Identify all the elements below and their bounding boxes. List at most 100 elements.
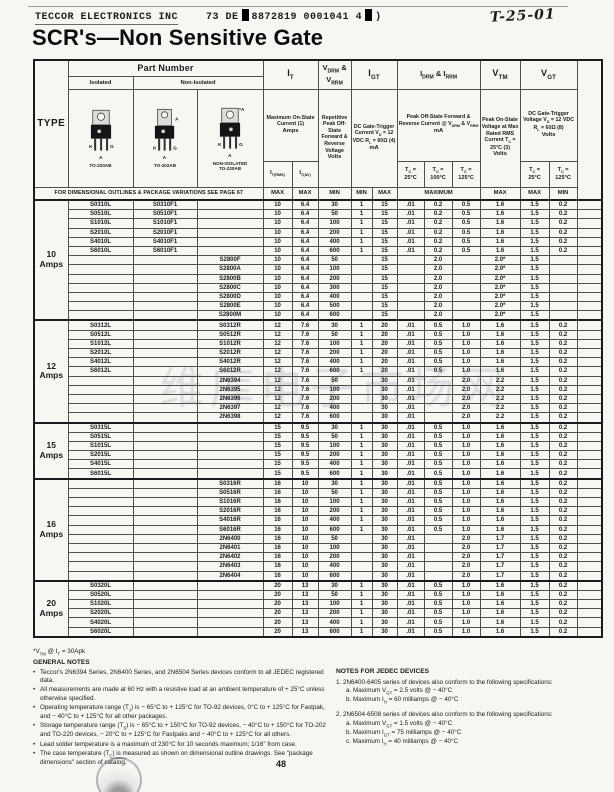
spec-value-cell: 1 (350, 236, 373, 247)
table-row: S6016R 16 10 600 1 30.01 0.5 1.0 1.6 1.5 0.2 (34, 524, 603, 535)
spec-value-cell: .01 (396, 552, 425, 563)
doc-code-left: 73 DE (206, 12, 239, 23)
spec-value-cell: 16 (262, 552, 293, 563)
minmax-vgt-max: MAX (519, 186, 550, 201)
empty-cell (576, 329, 603, 340)
spec-value-cell: 2.0 (451, 375, 481, 386)
spec-value-cell: 0.2 (548, 227, 578, 238)
spec-value-cell: 16 (262, 506, 293, 517)
spec-value-cell: 0.2 (548, 477, 578, 489)
spec-value-cell: 1 (350, 608, 373, 619)
spec-value-cell: .01 (396, 209, 425, 220)
empty-cell (576, 570, 603, 582)
spec-value-cell: 30 (317, 579, 352, 591)
part-number-cell: 2N6404 (196, 570, 264, 582)
spec-value-cell: 1 (350, 599, 373, 610)
spec-value-cell: 15 (262, 468, 293, 480)
spec-value-cell: 0.2 (548, 384, 578, 395)
spec-value-cell (396, 255, 425, 266)
spec-value-cell: 1.5 (519, 282, 550, 293)
spec-value-cell: 1.5 (519, 524, 550, 535)
spec-value-cell: 50 (317, 431, 352, 442)
spec-value-cell (396, 291, 425, 303)
empty-cell (576, 338, 603, 350)
spec-value-cell: 0.2 (548, 412, 578, 423)
spec-value-cell: 100 (317, 542, 352, 554)
spec-value-cell: .01 (396, 366, 425, 377)
subcol-vgt-tc25: TC = 25°C (519, 160, 550, 188)
spec-value-cell: 500 (317, 301, 352, 312)
spec-value-cell: .01 (396, 329, 425, 340)
spec-value-cell: 15 (371, 245, 398, 257)
spec-value-cell: 6.4 (291, 209, 319, 220)
vgt-unit: Volts (541, 132, 556, 139)
spec-value-cell (451, 310, 481, 321)
spec-value-cell: 1.5 (519, 477, 550, 489)
empty-cell (576, 282, 603, 293)
spec-value-cell: 1.6 (479, 347, 521, 359)
table-row: S0520L 20 13 50 1 30.01 0.5 1.0 1.6 1.5 0.2 (34, 589, 603, 601)
spec-value-cell: 0.2 (548, 626, 578, 638)
part-number-cell (132, 506, 198, 517)
table-row: S2012L S2012R 12 7.6 200 1 20.01 0.5 1.0 1.6 1.5 0.… (34, 347, 603, 359)
spec-value-cell: 1.5 (519, 412, 550, 423)
spec-value-cell: 2.2 (479, 375, 521, 386)
part-number-cell (196, 236, 264, 247)
spec-value-cell: 1.6 (479, 515, 521, 526)
spec-value-cell: 0.2 (423, 199, 453, 211)
jedec-note-line: b. Maximum IH = 60 milliamps @ − 40°C (346, 696, 459, 705)
part-number-cell (132, 487, 198, 499)
spec-value-cell: 0.2 (548, 357, 578, 368)
spec-value-cell: 30 (371, 393, 398, 405)
spec-value-cell: 10 (262, 310, 293, 321)
part-number-cell (132, 617, 198, 628)
spec-value-cell: 1.5 (519, 245, 550, 257)
jedec-note-line: 1. 2N6400-6405 series of devices also co… (336, 678, 553, 686)
part-number-cell (67, 524, 134, 535)
spec-value-cell: 0.2 (548, 366, 578, 377)
spec-value-cell: 1.5 (519, 301, 550, 312)
spec-value-cell: 2.0 (451, 570, 481, 582)
svg-text:K: K (218, 141, 222, 146)
spec-value-cell: 2.0* (479, 282, 521, 293)
part-number-cell (132, 319, 198, 331)
part-number-cell (67, 255, 134, 266)
spec-value-cell (451, 264, 481, 275)
spec-value-cell: 0.5 (423, 329, 453, 340)
spec-value-cell: 0.5 (423, 524, 453, 535)
part-number-cell: S2010F1 (132, 227, 198, 238)
spec-value-cell: 13 (291, 599, 319, 610)
spec-value-cell: 2.0 (451, 552, 481, 563)
spec-value-cell: 1.6 (479, 199, 521, 211)
part-number-cell: S0515L (67, 431, 134, 442)
part-number-cell (196, 626, 264, 638)
table-row: S0510L S0510F1 10 6.4 50 1 15.01 0.2 0.5 1.6 1.5 0.… (34, 209, 603, 220)
part-number-cell: 2N6400 (196, 533, 264, 544)
idrm-unit: mA (433, 128, 444, 135)
spec-value-cell: .01 (396, 375, 425, 386)
empty-cell (576, 617, 603, 628)
vdrm-description-cell: Repetitive Peak Off-State Forward & Reve… (317, 88, 352, 188)
part-number-cell (67, 403, 134, 414)
spec-value-cell: 300 (317, 282, 352, 293)
spec-table-body: 10 Amps S0310L S0310F1 10 6.4 30 1 15.01 0.2 0.5 1.… (33, 198, 603, 638)
spec-value-cell: 10 (291, 506, 319, 517)
spec-value-cell: 2.0 (423, 255, 453, 266)
table-row: 12 Amps S0312L S0312R 12 7.6 30 1 20.01 0.5 1.0 1.6… (33, 319, 603, 424)
empty-cell (576, 384, 603, 395)
spec-value-cell (451, 291, 481, 303)
spec-value-cell: .01 (396, 599, 425, 610)
spec-value-cell (423, 375, 453, 386)
part-number-cell: S6020L (67, 626, 134, 638)
spec-value-cell: 1.0 (451, 579, 481, 591)
spec-value-cell: 1.5 (519, 319, 550, 331)
spec-value-cell: 0.5 (451, 227, 481, 238)
spec-value-cell (396, 282, 425, 293)
spec-value-cell: 10 (291, 515, 319, 526)
spec-value-cell: 16 (262, 570, 293, 582)
spec-value-cell: 1.5 (519, 357, 550, 368)
spec-value-cell: 10 (291, 487, 319, 499)
spec-value-cell: 7.6 (291, 375, 319, 386)
spec-value-cell: .01 (396, 561, 425, 572)
part-number-cell (196, 440, 264, 452)
